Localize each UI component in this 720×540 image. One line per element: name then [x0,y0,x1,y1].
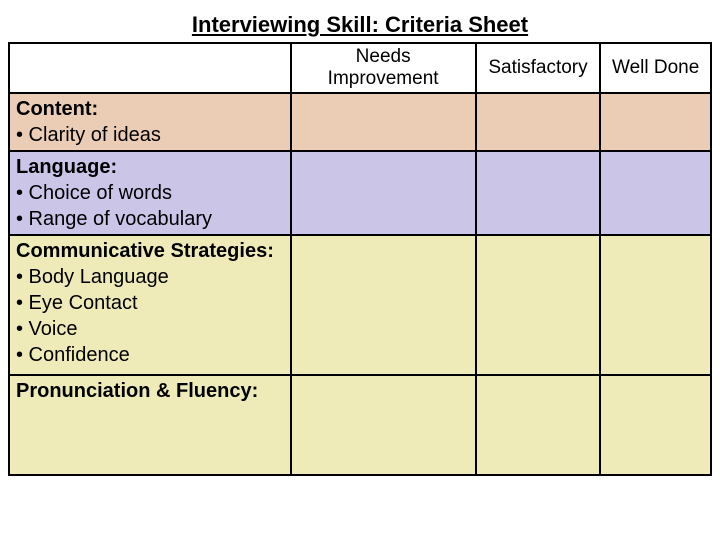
criteria-heading: Language: [16,154,284,180]
criteria-table: Needs Improvement Satisfactory Well Done… [8,42,712,476]
rating-cell [291,375,476,475]
table-row: Language:• Choice of words• Range of voc… [9,151,711,235]
col-header-well-done: Well Done [600,43,711,93]
criteria-heading: Content: [16,96,284,122]
header-row: Needs Improvement Satisfactory Well Done [9,43,711,93]
criteria-item: • Voice [16,316,284,342]
rating-cell [291,235,476,375]
criteria-cell: Language:• Choice of words• Range of voc… [9,151,291,235]
criteria-item: • Confidence [16,342,284,368]
criteria-heading: Pronunciation & Fluency: [16,378,284,404]
criteria-cell: Pronunciation & Fluency: [9,375,291,475]
criteria-item: • Eye Contact [16,290,284,316]
col-header-needs-improvement: Needs Improvement [291,43,476,93]
rating-cell [600,235,711,375]
table-row: Communicative Strategies:• Body Language… [9,235,711,375]
rating-cell [291,151,476,235]
page-title: Interviewing Skill: Criteria Sheet [8,12,712,38]
rating-cell [476,375,601,475]
table-row: Content:• Clarity of ideas [9,93,711,151]
criteria-item: • Range of vocabulary [16,206,284,232]
rating-cell [600,93,711,151]
rating-cell [600,375,711,475]
criteria-item: • Choice of words [16,180,284,206]
criteria-item: • Body Language [16,264,284,290]
criteria-heading: Communicative Strategies: [16,238,284,264]
criteria-cell: Communicative Strategies:• Body Language… [9,235,291,375]
col-header-criteria [9,43,291,93]
table-row: Pronunciation & Fluency: [9,375,711,475]
rating-cell [600,151,711,235]
rating-cell [291,93,476,151]
rating-cell [476,151,601,235]
rating-cell [476,93,601,151]
criteria-item: • Clarity of ideas [16,122,284,148]
rating-cell [476,235,601,375]
criteria-cell: Content:• Clarity of ideas [9,93,291,151]
col-header-satisfactory: Satisfactory [476,43,601,93]
